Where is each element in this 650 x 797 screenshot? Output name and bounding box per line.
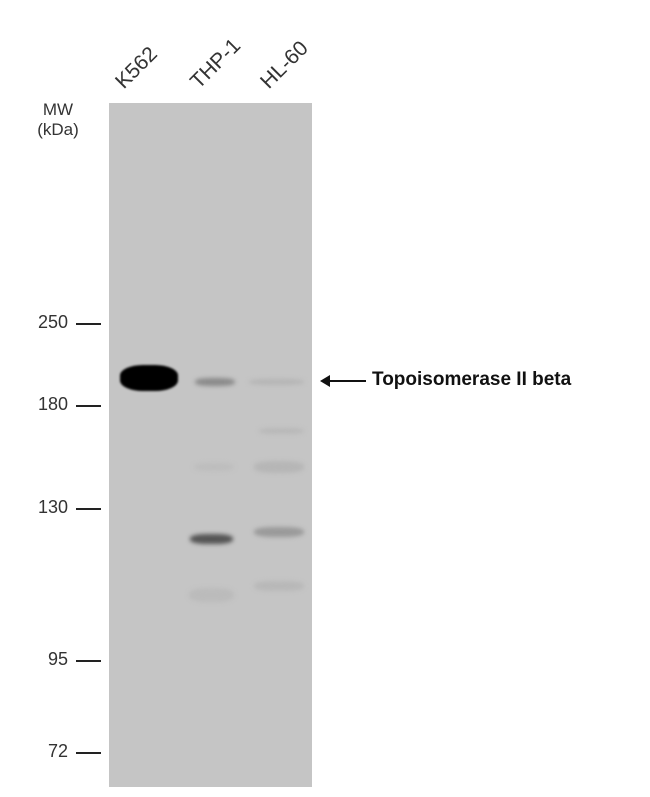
band-k562-topo2b [120, 365, 178, 391]
left-arrow-icon [320, 375, 366, 387]
marker-tick-180 [76, 405, 101, 407]
marker-tick-72 [76, 752, 101, 754]
band-thp1-topo2b [195, 378, 235, 386]
band-thp1-faint [189, 588, 234, 602]
band-hl60-lower [254, 527, 304, 537]
blot-membrane [109, 103, 312, 787]
target-protein-label: Topoisomerase II beta [372, 369, 572, 390]
marker-tick-130 [76, 508, 101, 510]
marker-95: 95 [47, 649, 68, 669]
marker-tick-95 [76, 660, 101, 662]
lane-label-k562: K562 [111, 42, 162, 94]
marker-tick-250 [76, 323, 101, 325]
marker-130: 130 [37, 497, 68, 517]
mw-label-line2: (kDa) [37, 120, 79, 139]
lane-label-thp1: THP-1 [186, 34, 246, 94]
band-hl60-faint [254, 581, 304, 591]
marker-250: 250 [37, 312, 68, 332]
band-thp1-lower [190, 534, 233, 544]
band-hl60-topo2b [249, 379, 304, 385]
band-hl60-faint [254, 461, 304, 473]
mw-label: MW (kDa) [28, 100, 88, 140]
mw-label-line1: MW [42, 100, 74, 119]
lane-label-hl60: HL-60 [256, 36, 313, 94]
marker-180: 180 [37, 394, 68, 414]
band-thp1-faint [194, 463, 234, 471]
band-hl60-faint [259, 428, 304, 434]
marker-72: 72 [47, 741, 68, 761]
